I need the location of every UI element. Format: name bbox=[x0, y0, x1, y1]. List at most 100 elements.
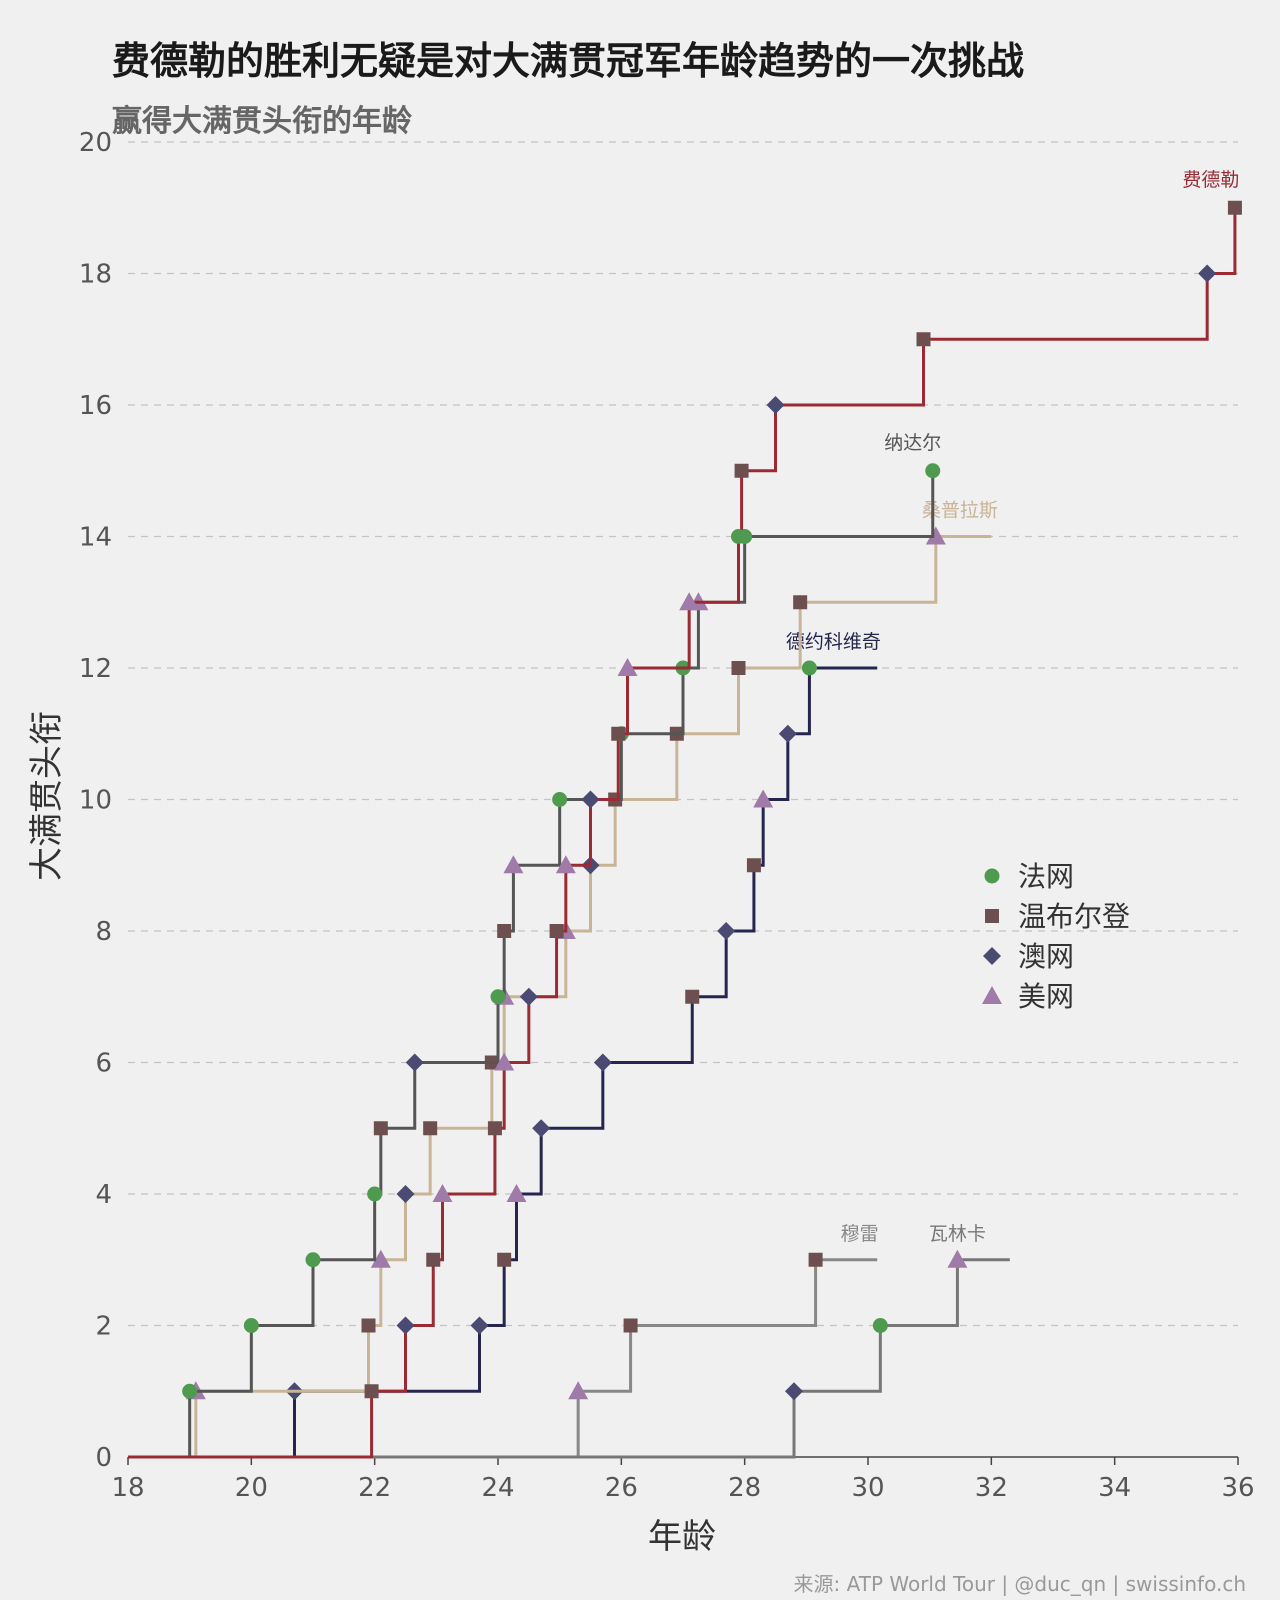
source-note: 来源: ATP World Tour | @duc_qn | swissinfo… bbox=[793, 1572, 1247, 1596]
chart-title: 费德勒的胜利无疑是对大满贯冠军年龄趋势的一次挑战 bbox=[112, 39, 1025, 83]
y-tick-label-8: 8 bbox=[95, 917, 112, 947]
point-费德勒-4 bbox=[432, 1184, 453, 1202]
series-德约科维奇: 德约科维奇 bbox=[128, 631, 881, 1459]
series-label-瓦林卡: 瓦林卡 bbox=[929, 1223, 986, 1245]
x-tick-label-18: 18 bbox=[111, 1473, 144, 1503]
point-费德勒-11 bbox=[611, 726, 626, 741]
y-tick-label-20: 20 bbox=[79, 128, 112, 158]
point-费德勒-7 bbox=[519, 987, 538, 1006]
series-费德勒: 费德勒 bbox=[128, 169, 1242, 1459]
y-tick-label-0: 0 bbox=[95, 1443, 112, 1473]
point-纳达尔-10 bbox=[552, 792, 568, 807]
series-label-桑普拉斯: 桑普拉斯 bbox=[922, 500, 998, 522]
point-费德勒-13 bbox=[679, 592, 700, 611]
point-费德勒-16 bbox=[766, 396, 785, 414]
x-tick-label-26: 26 bbox=[605, 1473, 638, 1503]
y-tick-label-14: 14 bbox=[79, 523, 112, 553]
point-费德勒-3 bbox=[426, 1252, 441, 1267]
point-桑普拉斯-2 bbox=[361, 1318, 376, 1333]
point-费德勒-2 bbox=[396, 1316, 415, 1335]
legend-marker-美网 bbox=[982, 986, 1002, 1004]
point-费德勒-14 bbox=[731, 529, 746, 544]
point-德约科维奇-9 bbox=[746, 858, 761, 873]
point-费德勒-6 bbox=[494, 1052, 515, 1071]
x-tick-label-34: 34 bbox=[1098, 1473, 1131, 1503]
x-tick-label-32: 32 bbox=[975, 1473, 1008, 1503]
point-桑普拉斯-12 bbox=[731, 661, 746, 675]
point-费德勒-5 bbox=[487, 1121, 502, 1136]
y-axis-title: 大满贯头衔 bbox=[27, 711, 67, 881]
point-费德勒-10 bbox=[581, 790, 600, 809]
point-费德勒-17 bbox=[916, 332, 931, 347]
point-纳达尔-9 bbox=[503, 855, 524, 874]
point-德约科维奇-11 bbox=[778, 724, 797, 743]
point-桑普拉斯-4 bbox=[396, 1185, 415, 1203]
series-label-纳达尔: 纳达尔 bbox=[884, 432, 941, 454]
series-label-德约科维奇: 德约科维奇 bbox=[786, 631, 881, 653]
point-穆雷-3 bbox=[808, 1252, 823, 1267]
point-德约科维奇-10 bbox=[753, 789, 774, 808]
legend-marker-澳网 bbox=[983, 947, 1001, 965]
legend-marker-法网 bbox=[984, 868, 1000, 884]
point-纳达尔-3 bbox=[305, 1252, 321, 1268]
series-layer: 穆雷 瓦林卡 德约科维奇 桑普拉斯 纳达尔 费德勒 bbox=[128, 169, 1242, 1459]
legend-label-澳网: 澳网 bbox=[1018, 940, 1074, 973]
point-费德勒-18 bbox=[1198, 264, 1217, 283]
x-tick-label-24: 24 bbox=[481, 1473, 514, 1503]
series-line-穆雷 bbox=[128, 1258, 878, 1459]
point-穆雷-1 bbox=[568, 1381, 589, 1400]
point-瓦林卡-2 bbox=[872, 1318, 888, 1333]
x-axis-title: 年龄 bbox=[648, 1517, 716, 1557]
series-label-费德勒: 费德勒 bbox=[1182, 169, 1239, 191]
series-穆雷: 穆雷 bbox=[128, 1223, 879, 1459]
point-纳达尔-4 bbox=[367, 1186, 383, 1202]
point-纳达尔-6 bbox=[405, 1053, 424, 1072]
point-费德勒-15 bbox=[734, 463, 749, 478]
point-费德勒-8 bbox=[549, 924, 564, 938]
series-line-费德勒 bbox=[128, 207, 1237, 1459]
point-费德勒-12 bbox=[617, 658, 638, 676]
point-桑普拉斯-13 bbox=[793, 595, 808, 610]
legend-label-美网: 美网 bbox=[1018, 980, 1074, 1013]
point-纳达尔-15 bbox=[925, 463, 941, 479]
y-tick-label-18: 18 bbox=[79, 260, 112, 290]
y-tick-label-4: 4 bbox=[95, 1180, 112, 1210]
point-德约科维奇-12 bbox=[801, 660, 817, 676]
legend-marker-温布尔登 bbox=[985, 909, 999, 923]
series-纳达尔: 纳达尔 bbox=[128, 432, 941, 1459]
point-德约科维奇-5 bbox=[532, 1119, 551, 1138]
point-德约科维奇-8 bbox=[717, 922, 736, 940]
point-纳达尔-7 bbox=[490, 989, 506, 1005]
point-穆雷-2 bbox=[623, 1318, 638, 1333]
point-瓦林卡-3 bbox=[947, 1249, 968, 1268]
series-瓦林卡: 瓦林卡 bbox=[128, 1223, 1010, 1459]
series-line-桑普拉斯 bbox=[128, 535, 992, 1459]
series-line-纳达尔 bbox=[128, 470, 935, 1459]
chart-subtitle: 赢得大满贯头衔的年龄 bbox=[112, 104, 412, 139]
point-纳达尔-8 bbox=[497, 924, 512, 938]
x-tick-label-22: 22 bbox=[358, 1473, 391, 1503]
point-桑普拉斯-5 bbox=[423, 1121, 438, 1136]
y-tick-label-10: 10 bbox=[79, 786, 112, 816]
point-德约科维奇-3 bbox=[497, 1252, 512, 1267]
point-德约科维奇-2 bbox=[470, 1316, 489, 1335]
x-tick-label-28: 28 bbox=[728, 1473, 761, 1503]
x-tick-label-36: 36 bbox=[1221, 1473, 1254, 1503]
point-德约科维奇-4 bbox=[506, 1184, 527, 1202]
point-桑普拉斯-3 bbox=[370, 1249, 391, 1268]
x-tick-label-20: 20 bbox=[235, 1473, 268, 1503]
point-德约科维奇-7 bbox=[685, 989, 700, 1004]
series-line-瓦林卡 bbox=[128, 1258, 1010, 1459]
y-tick-label-2: 2 bbox=[95, 1312, 112, 1342]
y-tick-label-16: 16 bbox=[79, 391, 112, 421]
point-费德勒-1 bbox=[364, 1384, 379, 1399]
point-纳达尔-1 bbox=[182, 1383, 198, 1399]
y-tick-label-12: 12 bbox=[79, 654, 112, 684]
point-纳达尔-2 bbox=[243, 1318, 259, 1333]
point-费德勒-9 bbox=[555, 855, 576, 874]
legend-label-温布尔登: 温布尔登 bbox=[1018, 900, 1130, 933]
point-德约科维奇-6 bbox=[593, 1053, 612, 1072]
point-瓦林卡-1 bbox=[785, 1382, 803, 1401]
